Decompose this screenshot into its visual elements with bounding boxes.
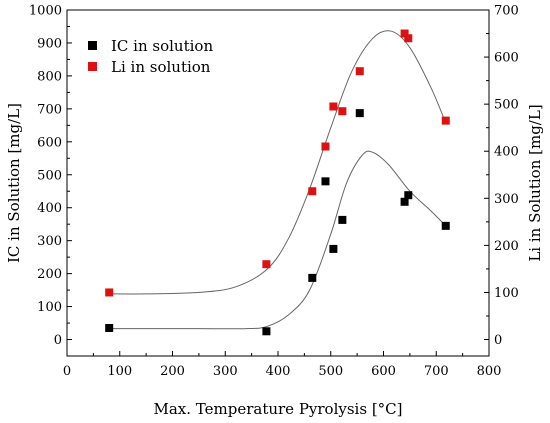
data-point-ic: [355, 109, 364, 118]
y-tick-label: 700: [37, 102, 62, 117]
data-point-li: [441, 116, 450, 125]
data-point-li: [400, 29, 409, 38]
x-tick-label: 800: [477, 364, 502, 379]
y-tick-label: 200: [37, 267, 62, 282]
left-y-axis-title: IC in Solution [mg/L]: [5, 103, 23, 263]
y2-tick-label: 200: [494, 239, 519, 254]
data-point-ic: [404, 191, 413, 200]
legend-label-li: Li in solution: [111, 58, 211, 76]
x-tick-label: 100: [107, 364, 132, 379]
x-axis-title: Max. Temperature Pyrolysis [°C]: [153, 400, 402, 418]
legend-marker-li: [88, 62, 97, 71]
data-point-li: [338, 107, 347, 116]
data-point-li: [308, 187, 317, 196]
data-point-li: [105, 288, 114, 297]
data-points: [105, 29, 450, 336]
data-point-ic: [441, 221, 450, 230]
x-tick-label: 400: [266, 364, 291, 379]
data-point-li: [262, 260, 271, 269]
y-tick-label: 0: [54, 333, 62, 348]
legend-marker-ic: [88, 41, 97, 50]
data-point-ic: [321, 177, 330, 186]
legend: IC in solution Li in solution: [88, 37, 213, 76]
data-point-ic: [308, 273, 317, 282]
y-tick-label: 900: [37, 36, 62, 51]
right-y-axis-ticks: 0 100 200 300 400 500 600 700: [484, 4, 519, 348]
y2-tick-label: 700: [494, 4, 519, 19]
data-point-ic: [329, 244, 338, 253]
right-y-axis-title: Li in Solution [mg/L]: [526, 104, 544, 261]
data-point-li: [321, 142, 330, 151]
y2-tick-label: 500: [494, 98, 519, 113]
legend-label-ic: IC in solution: [111, 37, 213, 55]
y-tick-label: 100: [37, 300, 62, 315]
x-tick-label: 500: [318, 364, 343, 379]
x-tick-label: 300: [213, 364, 238, 379]
y-tick-label: 300: [37, 234, 62, 249]
data-point-ic: [400, 197, 409, 206]
x-tick-label: 700: [424, 364, 449, 379]
fit-curve-ic: [109, 150, 447, 330]
y2-tick-label: 300: [494, 192, 519, 207]
x-axis-ticks: 0 100 200 300 400 500 600 700 800: [63, 351, 502, 379]
y2-tick-label: 100: [494, 286, 519, 301]
x-tick-label: 200: [160, 364, 185, 379]
y2-tick-label: 0: [494, 333, 502, 348]
fit-curves: [109, 30, 447, 330]
data-point-li: [355, 67, 364, 76]
y-tick-label: 500: [37, 168, 62, 183]
y-tick-label: 600: [37, 135, 62, 150]
data-point-li: [404, 34, 413, 43]
x-tick-label: 0: [63, 364, 71, 379]
fit-curve-li: [109, 30, 447, 295]
data-point-ic: [338, 215, 347, 224]
y-tick-label: 1000: [29, 4, 62, 19]
x-tick-label: 600: [371, 364, 396, 379]
y2-tick-label: 600: [494, 51, 519, 66]
y-tick-label: 400: [37, 201, 62, 216]
data-point-li: [329, 102, 338, 111]
data-point-ic: [105, 323, 114, 332]
y2-tick-label: 400: [494, 145, 519, 160]
left-y-axis-ticks: 0 100 200 300 400 500 600 700 800 900 1000: [29, 4, 72, 348]
y-tick-label: 800: [37, 69, 62, 84]
data-point-ic: [262, 327, 271, 336]
